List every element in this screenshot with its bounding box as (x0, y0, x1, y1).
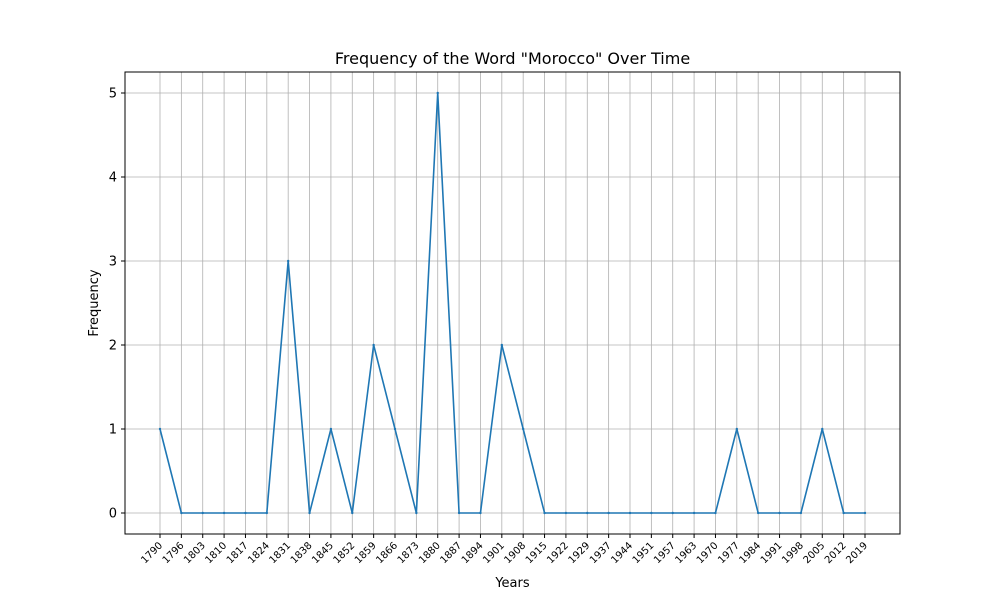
data-point (650, 511, 653, 515)
data-point (351, 511, 354, 515)
y-tick-label: 3 (109, 255, 117, 270)
data-point (308, 511, 311, 515)
data-point (863, 511, 867, 515)
data-point (436, 91, 439, 95)
data-point (222, 511, 226, 515)
chart-title: Frequency of the Word "Morocco" Over Tim… (335, 49, 690, 68)
y-axis-label: Frequency (87, 269, 102, 336)
y-tick-label: 5 (109, 87, 117, 102)
series-layer (158, 91, 867, 515)
y-tick-label: 1 (109, 423, 117, 438)
data-point (821, 427, 824, 431)
data-point (201, 511, 204, 515)
data-point (692, 511, 696, 515)
y-tick-label: 4 (109, 171, 117, 186)
y-tick-label: 2 (109, 339, 117, 354)
data-point (500, 343, 504, 347)
series-line (159, 92, 865, 514)
data-point (756, 511, 760, 515)
data-point (244, 511, 247, 515)
data-point (393, 427, 397, 431)
data-point (564, 511, 568, 515)
plot-frame (124, 71, 901, 535)
data-point (607, 511, 610, 515)
data-point (671, 511, 674, 515)
data-point (628, 511, 632, 515)
data-point (286, 259, 290, 263)
data-point (714, 511, 717, 515)
data-point (479, 511, 482, 515)
data-point (415, 511, 418, 515)
data-point (778, 511, 781, 515)
data-point (265, 511, 269, 515)
x-axis-label: Years (494, 576, 530, 591)
y-axis-ticks: 0 1 2 3 4 5 (109, 87, 125, 522)
data-point (457, 511, 461, 515)
data-point (543, 511, 546, 515)
data-point (180, 511, 183, 515)
data-point (372, 343, 375, 347)
data-point (586, 511, 589, 515)
data-point (799, 511, 803, 515)
data-point (158, 427, 162, 431)
data-point (842, 511, 845, 515)
data-point (329, 427, 333, 431)
grid (125, 72, 900, 534)
y-tick-label: 0 (109, 507, 117, 522)
data-point (521, 427, 525, 431)
data-point (735, 427, 739, 431)
